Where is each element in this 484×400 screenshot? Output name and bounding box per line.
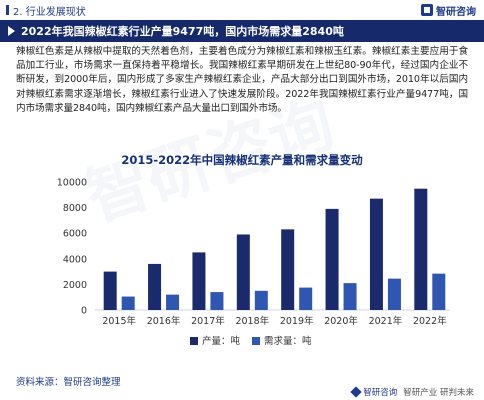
x-tick-label: 2019年 <box>280 315 314 327</box>
y-tick-label: 6000 <box>63 229 87 240</box>
bar-production <box>281 229 295 310</box>
brand-logo: 智研咨询 <box>421 2 476 18</box>
triangle-icon <box>8 26 15 36</box>
bar-demand <box>299 287 313 310</box>
y-tick-label: 10000 <box>57 178 87 189</box>
bar-demand <box>166 294 180 310</box>
bar-demand <box>387 278 401 310</box>
brand-name: 智研咨询 <box>436 6 476 18</box>
section-label-text: 2. 行业发展现状 <box>13 6 86 18</box>
brand-mark-icon <box>421 4 433 16</box>
bar-production <box>236 234 250 310</box>
section-bar-icon <box>6 5 9 15</box>
y-tick-label: 8000 <box>63 203 87 214</box>
legend-label: 需求量：吨 <box>264 335 312 347</box>
bar-demand <box>254 290 268 310</box>
bar-demand <box>432 273 446 310</box>
x-tick-label: 2015年 <box>102 315 136 327</box>
chart-title: 2015-2022年中国辣椒红素产量和需求量变动 <box>121 153 363 167</box>
bar-production <box>103 271 117 310</box>
section-label: 2. 行业发展现状 <box>6 2 86 18</box>
footer-brand: 智研咨询 智研产业 研判未来 <box>350 386 474 398</box>
x-tick-label: 2020年 <box>324 315 358 327</box>
x-tick-label: 2016年 <box>147 315 181 327</box>
bar-production <box>148 263 162 310</box>
x-tick-label: 2021年 <box>369 315 403 327</box>
title-banner: 2022年我国辣椒红素行业产量9477吨，国内市场需求量2840吨 <box>0 20 484 42</box>
page-title: 2022年我国辣椒红素行业产量9477吨，国内市场需求量2840吨 <box>21 25 344 38</box>
x-tick-label: 2018年 <box>235 315 269 327</box>
bar-production <box>369 198 383 310</box>
bar-demand <box>210 292 224 310</box>
bar-production <box>325 208 339 310</box>
footer-brand-name: 智研咨询 <box>363 388 398 398</box>
footer-logo-icon <box>350 386 362 398</box>
bar-demand <box>121 296 135 310</box>
bar-chart: 0 2000 4000 6000 8000 10000 2015年 2016年 2017年 201… <box>57 178 450 347</box>
bar-production <box>414 188 428 310</box>
x-tick-label: 2022年 <box>413 315 447 327</box>
footer-slogan: 智研产业 研判未来 <box>403 388 474 398</box>
y-tick-label: 2000 <box>63 280 87 291</box>
legend-swatch <box>190 337 198 345</box>
x-tick-label: 2017年 <box>191 315 225 327</box>
body-paragraph: 辣椒红色素是从辣椒中提取的天然着色剂，主要着色成分为辣椒红素和辣椒玉红素。辣椒红… <box>16 46 468 114</box>
y-tick-label: 0 <box>81 306 87 317</box>
legend-label: 产量：吨 <box>202 335 241 347</box>
source-note: 资料来源：智研咨询整理 <box>16 377 121 388</box>
bar-demand <box>343 283 357 310</box>
y-tick-label: 4000 <box>63 254 87 265</box>
bar-production <box>192 252 206 310</box>
legend-swatch <box>252 337 260 345</box>
